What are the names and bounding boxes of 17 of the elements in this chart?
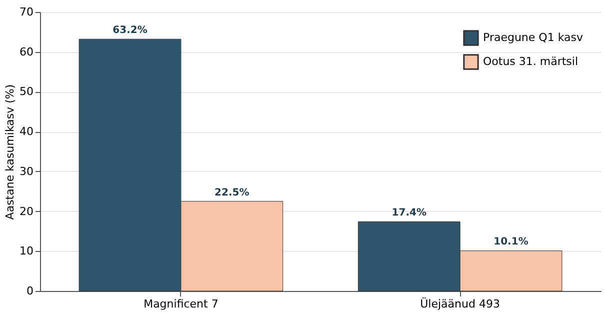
- legend-label: Praegune Q1 kasv: [483, 31, 584, 44]
- legend-label: Ootus 31. märtsil: [483, 55, 578, 68]
- x-tick-label: Ülejäänud 493: [420, 296, 500, 310]
- x-tick-label: Magnificent 7: [144, 298, 218, 310]
- y-tick-label: 0: [26, 284, 34, 298]
- data-label: 63.2%: [112, 25, 148, 36]
- data-label: 22.5%: [214, 187, 250, 198]
- y-tick-label: 50: [20, 85, 34, 98]
- y-tick-label: 40: [20, 125, 34, 138]
- y-tick-label: 20: [20, 204, 34, 218]
- data-label: 17.4%: [392, 208, 426, 219]
- data-label: 10.1%: [494, 236, 528, 248]
- y-tick-label: 10: [20, 244, 34, 258]
- y-tick-label: 30: [20, 164, 34, 178]
- y-axis-title: Aastane kasumikasv (%): [4, 84, 17, 220]
- y-tick-label: 60: [20, 45, 34, 58]
- y-tick-label: 70: [20, 6, 34, 18]
